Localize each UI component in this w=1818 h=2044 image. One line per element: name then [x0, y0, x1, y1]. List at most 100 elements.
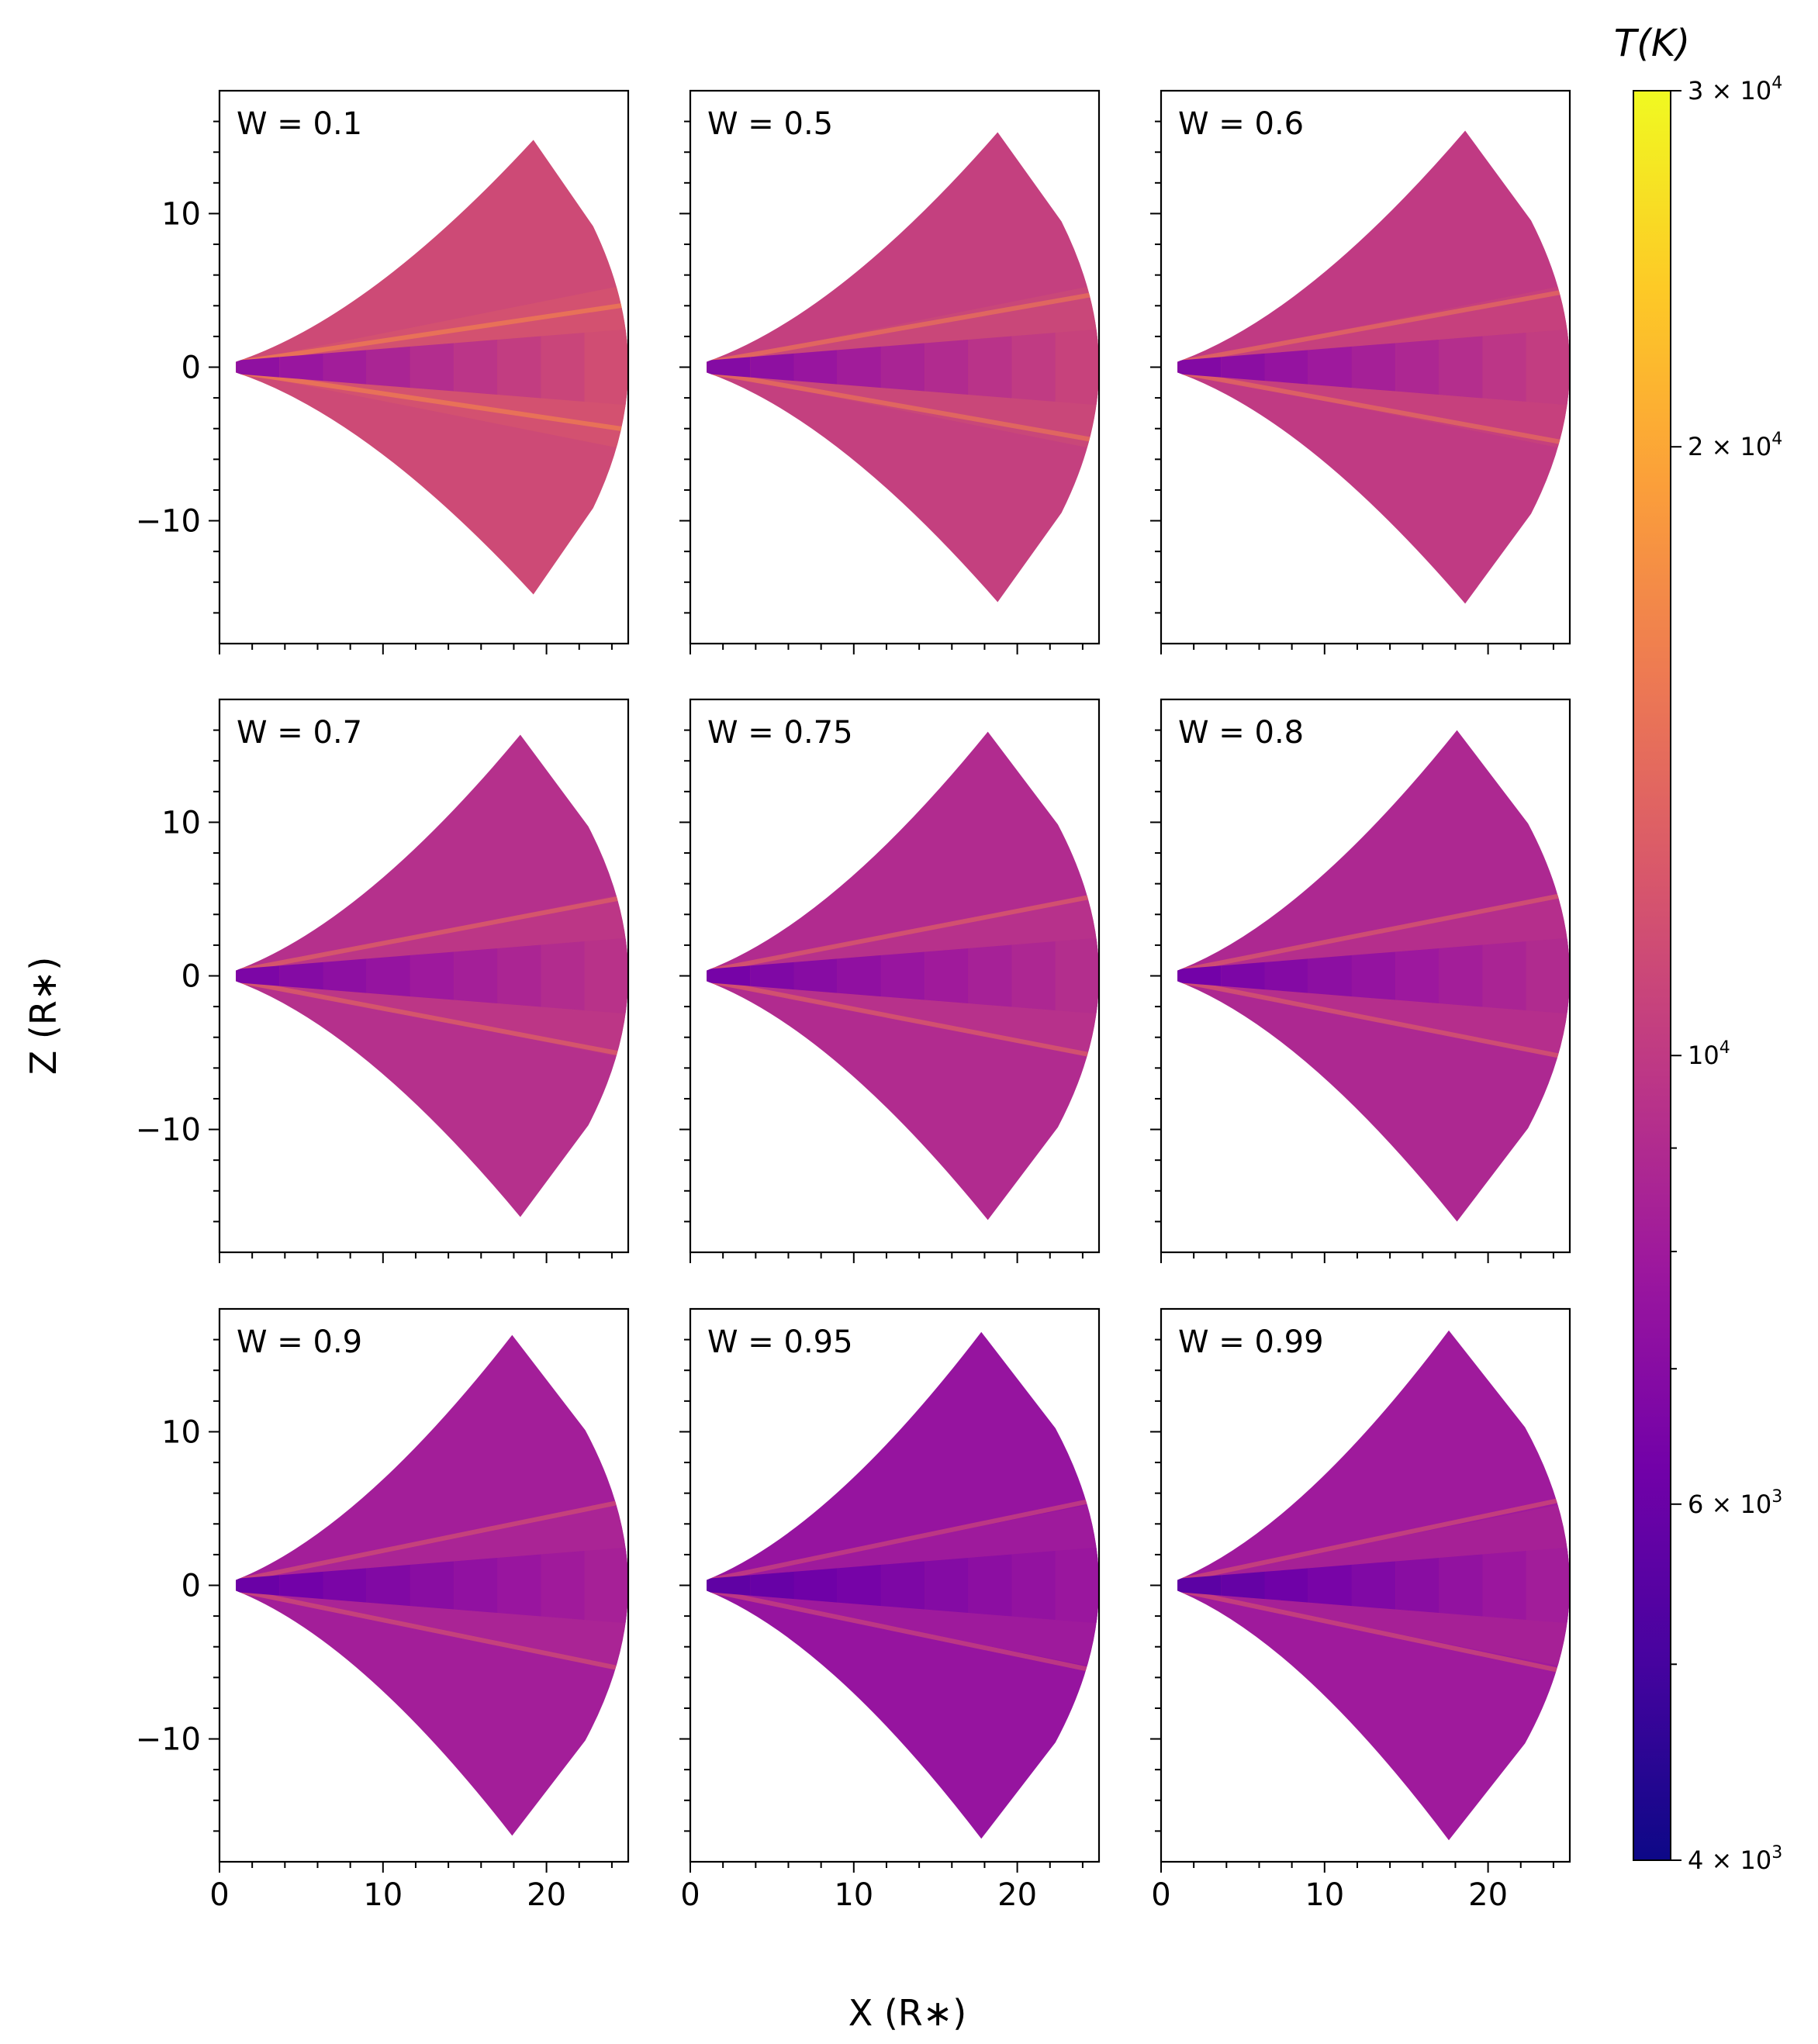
- midplane-band: [1011, 332, 1056, 402]
- surface-line: [707, 893, 1099, 974]
- midplane-band: [1351, 951, 1396, 1000]
- colorbar-tick-label: 104: [1688, 1038, 1730, 1070]
- midplane-band: [750, 353, 794, 382]
- colorbar: 3 × 104 2 × 104 104 6 × 103 4 × 103 T(K): [1614, 22, 1782, 1875]
- panel: 0 10 20 W = 0.95: [679, 1307, 1101, 1913]
- midplane-band: [837, 955, 881, 997]
- midplane-band: [366, 955, 410, 997]
- midplane-band: [497, 944, 541, 1007]
- midplane-band: [1221, 353, 1265, 382]
- y-tick-label: −10: [136, 1113, 201, 1148]
- panel-label: W = 0.5: [707, 106, 833, 142]
- x-tick-label: 0: [209, 1877, 229, 1913]
- midplane-band: [323, 350, 367, 385]
- fan-structure: [707, 889, 1099, 1062]
- midplane-band: [880, 951, 925, 1000]
- panel: W = 0.8: [1150, 698, 1571, 1263]
- y-tick-label: 10: [161, 1414, 201, 1450]
- midplane-band: [1177, 357, 1222, 378]
- midplane-band: [279, 1571, 323, 1600]
- x-tick-label: 0: [1151, 1877, 1170, 1913]
- y-tick-label: 10: [161, 805, 201, 841]
- midplane-band: [1221, 962, 1265, 990]
- midplane-band: [1439, 944, 1483, 1007]
- midplane-band: [497, 1554, 541, 1617]
- midplane-band: [410, 951, 454, 1000]
- surface-line: [236, 369, 628, 433]
- midplane-band: [1264, 1568, 1308, 1603]
- x-tick-label: 0: [680, 1877, 700, 1913]
- panel-label: W = 0.95: [707, 1324, 853, 1360]
- midplane-band: [707, 965, 751, 986]
- surface-line: [1177, 1496, 1570, 1583]
- midplane-band: [707, 357, 751, 378]
- panel-label: W = 0.7: [237, 715, 362, 751]
- midplane-band: [925, 948, 969, 1004]
- midplane-band: [1011, 941, 1056, 1011]
- surface-line: [236, 1498, 628, 1583]
- midplane-band: [541, 941, 585, 1011]
- midplane-band: [1055, 937, 1099, 1014]
- y-tick-label: 0: [181, 959, 201, 995]
- midplane-band: [1351, 1561, 1396, 1610]
- surface-line: [707, 1587, 1099, 1674]
- midplane-band: [541, 332, 585, 402]
- midplane-band: [1055, 329, 1099, 406]
- x-tick-label: 10: [363, 1877, 403, 1913]
- fan-structure: [236, 281, 628, 454]
- midplane-band: [707, 1575, 751, 1596]
- surface-line: [236, 894, 628, 974]
- fan-structure: [236, 889, 628, 1062]
- panel: W = 0.5: [679, 89, 1101, 654]
- surface-line: [1177, 288, 1570, 365]
- midplane-band: [1482, 1550, 1526, 1621]
- panel: 10 0 −10 W = 0.7: [136, 698, 630, 1263]
- midplane-band: [1308, 955, 1352, 997]
- panel-label: W = 0.6: [1178, 106, 1304, 142]
- surface-line: [707, 978, 1099, 1059]
- midplane-band: [454, 948, 498, 1004]
- midplane-band: [1482, 332, 1526, 402]
- surface-line: [236, 978, 628, 1058]
- midplane-band: [968, 1554, 1012, 1617]
- y-tick-label: 0: [181, 1569, 201, 1604]
- x-axis-title: X (R∗): [849, 1992, 967, 2034]
- midplane-band: [880, 343, 925, 392]
- midplane-band: [793, 1568, 838, 1603]
- surface-line: [1177, 1587, 1570, 1675]
- midplane-band: [880, 1561, 925, 1610]
- surface-line: [707, 369, 1099, 444]
- fan-structure: [236, 1498, 628, 1673]
- y-tick-label: −10: [136, 504, 201, 540]
- surface-line: [236, 1587, 628, 1673]
- midplane-band: [1526, 329, 1570, 406]
- midplane-band: [750, 1571, 794, 1600]
- midplane-band: [793, 350, 838, 385]
- midplane-band: [793, 958, 838, 993]
- panel-label: W = 0.75: [707, 715, 853, 751]
- x-tick-label: 10: [834, 1877, 873, 1913]
- midplane-band: [837, 346, 881, 388]
- x-tick-label: 20: [997, 1877, 1037, 1913]
- midplane-band: [837, 1564, 881, 1607]
- colorbar-gradient: [1633, 90, 1671, 1861]
- midplane-band: [410, 1561, 454, 1610]
- x-tick-label: 20: [527, 1877, 566, 1913]
- midplane-band: [1526, 1547, 1570, 1624]
- midplane-band: [1395, 339, 1440, 395]
- midplane-band: [968, 944, 1012, 1007]
- midplane-band: [323, 958, 367, 993]
- midplane-band: [968, 336, 1012, 399]
- midplane-band: [1221, 1571, 1265, 1600]
- midplane-band: [584, 937, 628, 1014]
- surface-line: [1177, 978, 1570, 1061]
- colorbar-tick-label: 3 × 104: [1688, 74, 1782, 105]
- panel: 10 0 −10 W = 0.1: [136, 89, 630, 654]
- fan-structure: [1177, 281, 1570, 454]
- midplane-band: [1177, 1575, 1222, 1596]
- midplane-band: [410, 343, 454, 392]
- panel: 10 0 −10 0 10 20 W = 0.9: [136, 1307, 630, 1913]
- midplane-band: [497, 336, 541, 399]
- midplane-band: [236, 1575, 280, 1596]
